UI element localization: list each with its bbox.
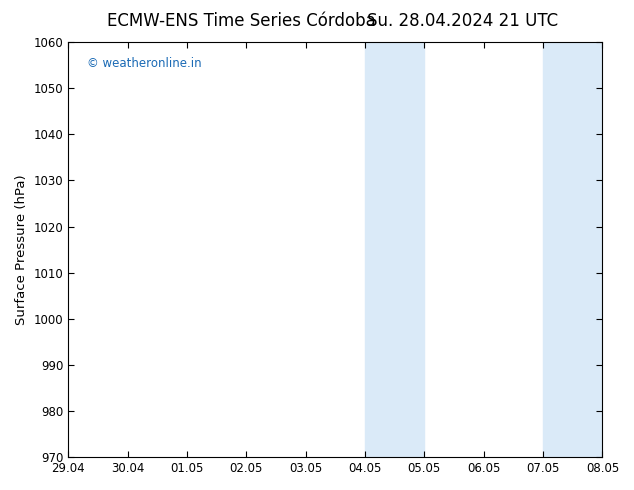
Y-axis label: Surface Pressure (hPa): Surface Pressure (hPa) xyxy=(15,174,28,325)
Text: ECMW-ENS Time Series Córdoba: ECMW-ENS Time Series Córdoba xyxy=(107,12,375,30)
Bar xyxy=(365,42,424,457)
Text: © weatheronline.in: © weatheronline.in xyxy=(87,56,202,70)
Bar xyxy=(543,42,602,457)
Text: Su. 28.04.2024 21 UTC: Su. 28.04.2024 21 UTC xyxy=(367,12,559,30)
